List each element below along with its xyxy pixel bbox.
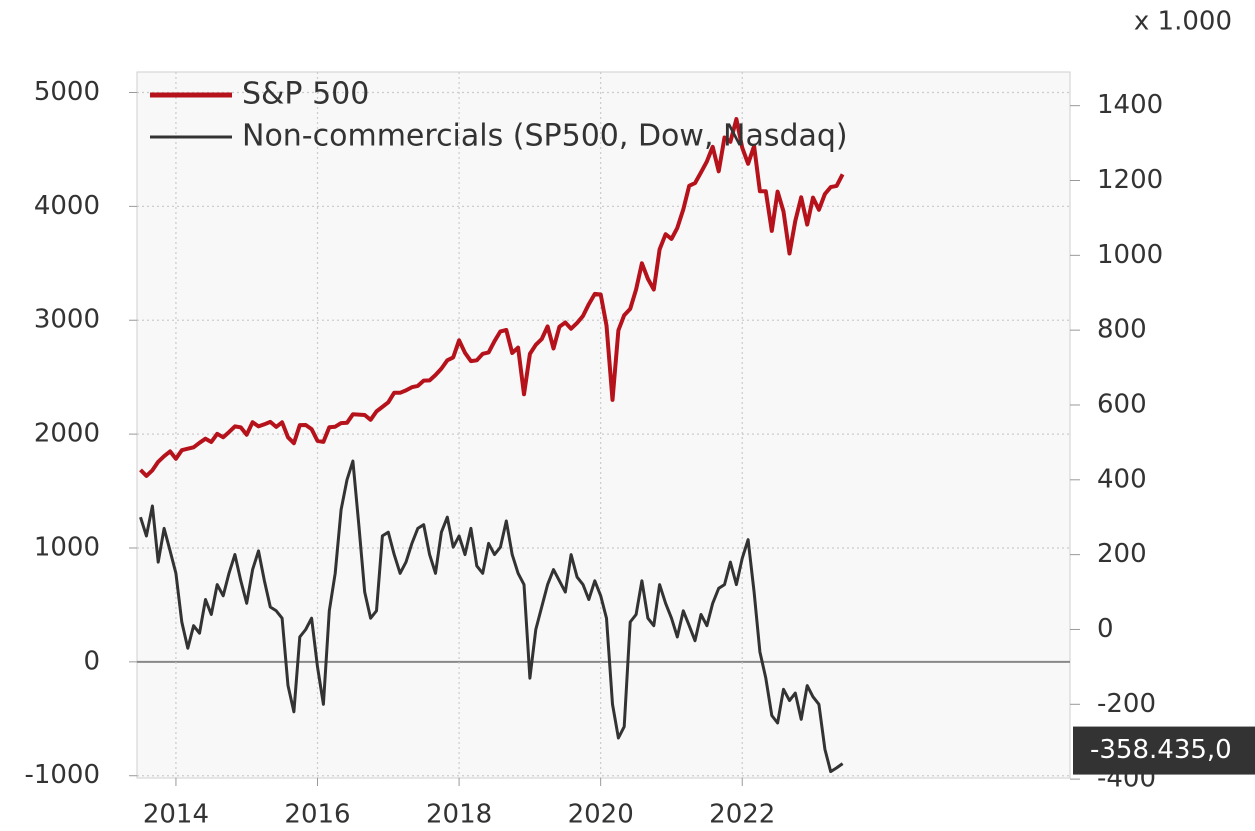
x-tick-label: 2020 xyxy=(568,800,634,830)
last-value-box xyxy=(1073,726,1255,775)
y2-tick-label: 600 xyxy=(1097,389,1147,419)
y-tick-label: 4000 xyxy=(34,191,100,221)
x-tick-label: 2022 xyxy=(709,800,775,830)
y-tick-label: -1000 xyxy=(24,760,100,790)
y2-tick-label: 400 xyxy=(1097,464,1147,494)
legend-label: Non-commercials (SP500, Dow, Nasdaq) xyxy=(242,119,848,154)
y-tick-label: 3000 xyxy=(34,305,100,335)
unit-label: x 1.000 xyxy=(1134,7,1232,37)
series-line xyxy=(139,459,844,774)
x-tick-label: 2014 xyxy=(143,800,209,830)
y2-tick-label: 0 xyxy=(1097,614,1114,644)
y2-tick-label: 1000 xyxy=(1097,240,1163,270)
y2-tick-label: 200 xyxy=(1097,539,1147,569)
y2-tick-label: 800 xyxy=(1097,315,1147,345)
plot-area xyxy=(136,71,1071,779)
y-tick-label: 0 xyxy=(83,646,100,676)
y-tick-label: 5000 xyxy=(34,77,100,107)
y2-tick-label: 1200 xyxy=(1097,165,1163,195)
x-tick-label: 2016 xyxy=(284,800,350,830)
x-tick-label: 2018 xyxy=(426,800,492,830)
y2-tick-label: 1400 xyxy=(1097,90,1163,120)
y2-tick-label: -200 xyxy=(1097,689,1156,719)
last-value-label: -358.435,0 xyxy=(1090,735,1232,765)
legend-label: S&P 500 xyxy=(242,77,369,112)
y-tick-label: 1000 xyxy=(34,532,100,562)
y-tick-label: 2000 xyxy=(34,419,100,449)
series-line xyxy=(139,117,845,478)
